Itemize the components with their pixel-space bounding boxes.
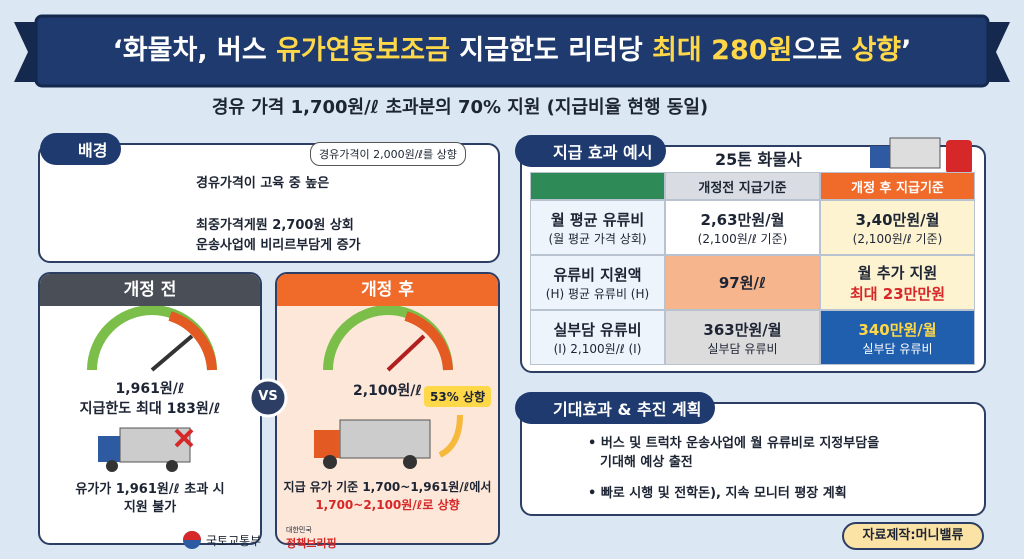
cell-text: (H) 평균 유류비 (H) — [545, 286, 650, 301]
cell-text: 2,63만원/월 — [700, 210, 785, 229]
note: 지급 유가 기준 1,700~1,961원/ℓ에서 — [283, 480, 492, 494]
column-header: 개정 후 지급기준 — [820, 172, 975, 200]
note: 유가가 1,961원/ℓ 초과 시 — [75, 482, 225, 497]
note-highlight: 1,700~2,100원/ℓ로 상향 — [315, 498, 460, 512]
section-heading: 배경 — [40, 133, 122, 165]
table-corner — [530, 172, 665, 200]
cell-text: 340만원/월 — [858, 320, 937, 339]
after-cell: 3,40만원/월 (2,100원/ℓ 기준) — [820, 200, 975, 255]
title-highlight: 최대 280원 — [652, 35, 793, 66]
plan-item: • 빠로 시행 및 전학돈), 지속 모니터 평장 계획 — [588, 486, 847, 501]
before-heading: 개정 전 — [40, 274, 260, 306]
background-line: 경유가격이 고육 중 높은 — [196, 176, 330, 191]
title-highlight: 유가연동보조금 — [276, 35, 450, 66]
note: 지원 불가 — [123, 500, 177, 515]
cell-text: 개정 후 지급기준 — [851, 180, 944, 196]
title-part: ’ — [901, 35, 912, 66]
speech-bubble: 경유가격이 2,000원/ℓ를 상향 — [310, 142, 466, 166]
title-part: ‘화물차, 버스 — [112, 35, 277, 66]
before-cell: 2,63만원/월 (2,100원/ℓ 기준) — [665, 200, 820, 255]
background-line: 운송사업에 비리르부담게 증가 — [196, 238, 361, 253]
limit-text: 지급한도 최대 183원/ℓ — [79, 401, 221, 417]
brand-small: 대한민국 — [286, 526, 312, 534]
cell-text: 97원/ℓ — [718, 274, 767, 292]
cell-text: 개정전 지급기준 — [698, 180, 787, 196]
cell-text: 실부담 유류비 — [553, 320, 642, 339]
before-cell: 97원/ℓ — [665, 255, 820, 310]
title-part: 으로 — [792, 35, 852, 66]
section-heading: 기대효과 & 추진 계획 — [515, 392, 716, 424]
cell-text: 3,40만원/월 — [855, 210, 940, 229]
plan-item: • 버스 및 트럭차 운송사업에 월 유류비로 지정부담을 — [588, 436, 880, 451]
title-highlight: 상향 — [851, 35, 902, 66]
gauge-label: 1,961원/ℓ — [115, 381, 185, 397]
plan-item: 기대해 예상 출전 — [600, 455, 693, 470]
cell-text: 실부담 유류비 — [862, 341, 933, 356]
cell-text: 월 추가 지원 — [857, 263, 938, 282]
subtitle: 경유 가격 1,700원/ℓ 초과분의 70% 지원 (지급비율 현행 동일) — [211, 97, 709, 118]
row-label: 실부담 유류비 (Ⅰ) 2,100원/ℓ (Ⅰ) — [530, 310, 665, 365]
section-heading: 지급 효과 예시 — [515, 135, 667, 167]
cell-text: (2,100원/ℓ 기준) — [697, 231, 788, 246]
cell-text: (Ⅰ) 2,100원/ℓ (Ⅰ) — [553, 341, 642, 356]
background-line: 최중가격게뭔 2,700원 상회 — [196, 218, 354, 233]
increase-badge: 53% 상향 — [424, 386, 491, 407]
column-header: 개정전 지급기준 — [665, 172, 820, 200]
after-heading: 개정 후 — [277, 274, 498, 306]
cell-text: 실부담 유류비 — [707, 341, 778, 356]
title: ‘화물차, 버스 유가연동보조금 지급한도 리터당 최대 280원으로 상향’ — [40, 28, 984, 67]
cell-text: (월 평균 가격 상회) — [548, 231, 647, 246]
cell-text: 363만원/월 — [703, 320, 782, 339]
credit-badge: 자료제작:머니밸류 — [842, 522, 984, 550]
brand-logo: 정책브리핑 — [286, 537, 337, 550]
title-part: 지급한도 리터당 — [449, 35, 653, 66]
ministry-logo: 국토교통부 — [206, 534, 262, 548]
vehicle-label: 25톤 화물사 — [715, 150, 802, 169]
gauge-label: 2,100원/ℓ — [353, 383, 422, 399]
cell-text: 최대 23만만원 — [849, 284, 946, 303]
row-label: 유류비 지원액 (H) 평균 유류비 (H) — [530, 255, 665, 310]
row-label: 월 평균 유류비 (월 평균 가격 상회) — [530, 200, 665, 255]
cell-text: 월 평균 유류비 — [550, 210, 645, 229]
cell-text: 유류비 지원액 — [553, 265, 642, 284]
vs-label: VS — [258, 389, 278, 404]
cell-text: (2,100원/ℓ 기준) — [852, 231, 943, 246]
